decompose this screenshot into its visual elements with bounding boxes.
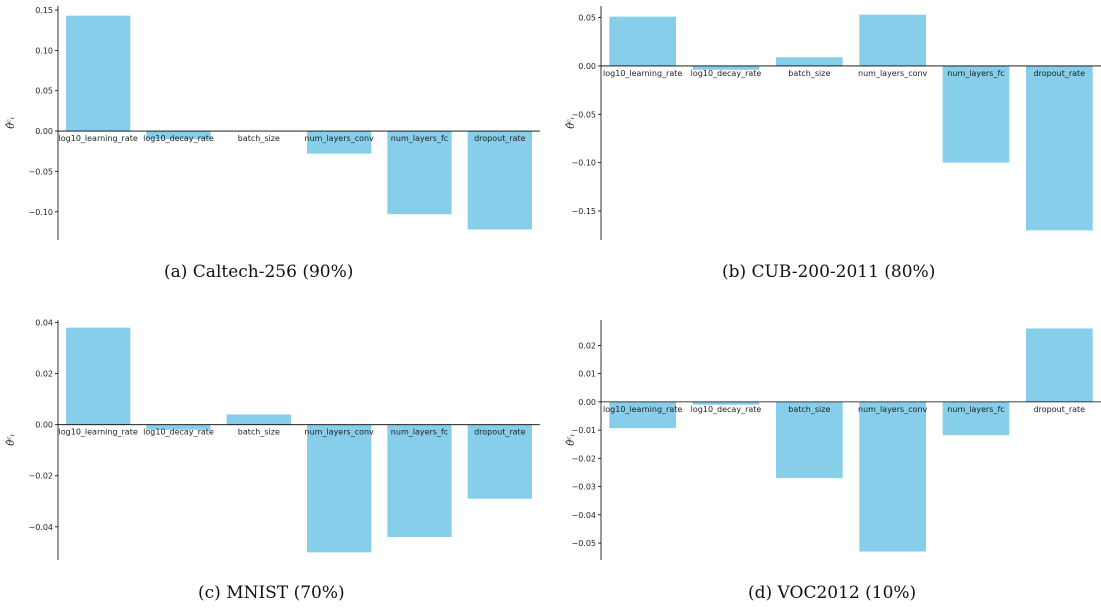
x-tick-label-dropout_rate: dropout_rate <box>1034 405 1086 414</box>
bar-log10_decay_rate <box>146 424 211 430</box>
caption-c: (c) MNIST (70%) <box>198 583 345 603</box>
y-axis-label: θ̂ᶜᵢ <box>6 117 17 129</box>
y-tick-label: −0.05 <box>571 110 596 119</box>
x-tick-label-num_layers_conv: num_layers_conv <box>305 428 375 437</box>
x-tick-label-dropout_rate: dropout_rate <box>474 134 526 143</box>
x-tick-label-num_layers_fc: num_layers_fc <box>947 69 1004 78</box>
bar-num_layers_conv <box>859 14 926 66</box>
x-tick-label-log10_learning_rate: log10_learning_rate <box>603 69 682 78</box>
y-tick-label: −0.04 <box>28 523 53 532</box>
x-tick-label-batch_size: batch_size <box>238 428 280 437</box>
x-tick-label-log10_decay_rate: log10_decay_rate <box>691 69 762 78</box>
bar-batch_size <box>776 401 843 479</box>
bar-num_layers_conv <box>859 401 926 552</box>
caption-b: (b) CUB-200-2011 (80%) <box>722 262 936 282</box>
x-tick-label-log10_learning_rate: log10_learning_rate <box>59 134 138 143</box>
y-axis-label: θ̂ᶜᵢ <box>566 117 577 129</box>
x-tick-label-num_layers_conv: num_layers_conv <box>858 405 928 414</box>
x-tick-label-log10_learning_rate: log10_learning_rate <box>603 405 682 414</box>
x-tick-label-num_layers_conv: num_layers_conv <box>858 69 928 78</box>
x-tick-label-batch_size: batch_size <box>238 134 280 143</box>
x-tick-label-log10_decay_rate: log10_decay_rate <box>143 428 214 437</box>
y-tick-label: 0.02 <box>35 370 53 379</box>
bar-log10_decay_rate <box>692 65 760 70</box>
bar-batch_size <box>226 414 291 425</box>
y-tick-label: −0.03 <box>571 483 596 492</box>
x-tick-label-dropout_rate: dropout_rate <box>474 428 526 437</box>
bar-num_layers_fc <box>387 131 452 215</box>
bar-dropout_rate <box>467 424 532 499</box>
bar-batch_size <box>776 57 843 66</box>
y-tick-label: 0.05 <box>35 87 53 96</box>
y-tick-label: 0.05 <box>578 14 596 23</box>
chart-a-svg: 0.15 0.10 0.05 0.00 −0.05 −0.10 log10_learning… <box>6 6 540 240</box>
chart-d-svg: 0.02 0.01 0.00 −0.01 −0.02 −0.03 −0.04 −0.05 log… <box>566 320 1101 560</box>
y-tick-label: −0.02 <box>28 472 53 481</box>
y-tick-label: 0.00 <box>578 62 596 71</box>
y-tick-label: 0.02 <box>578 341 596 350</box>
chart-panel-d: 0.02 0.01 0.00 −0.01 −0.02 −0.03 −0.04 −0.05 log… <box>560 310 1101 565</box>
y-tick-label: −0.05 <box>28 167 53 176</box>
y-tick-label: −0.15 <box>571 207 596 216</box>
x-tick-label-batch_size: batch_size <box>788 69 830 78</box>
x-tick-label-log10_decay_rate: log10_decay_rate <box>691 405 762 414</box>
x-tick-label-dropout_rate: dropout_rate <box>1034 69 1086 78</box>
x-tick-label-num_layers_fc: num_layers_fc <box>391 428 448 437</box>
y-tick-label: 0.15 <box>35 6 53 15</box>
y-tick-label: 0.00 <box>578 398 596 407</box>
chart-panel-a: 0.15 0.10 0.05 0.00 −0.05 −0.10 log10_learning… <box>0 0 560 250</box>
x-tick-label-num_layers_fc: num_layers_fc <box>947 405 1004 414</box>
caption-d: (d) VOC2012 (10%) <box>748 583 917 603</box>
y-tick-label: −0.10 <box>571 159 596 168</box>
x-tick-label-num_layers_conv: num_layers_conv <box>305 134 375 143</box>
bar-num_layers_conv <box>307 424 372 553</box>
bar-log10_learning_rate <box>609 16 676 66</box>
x-tick-label-log10_decay_rate: log10_decay_rate <box>143 134 214 143</box>
bar-dropout_rate <box>1026 328 1093 402</box>
chart-b-svg: 0.05 0.00 −0.05 −0.10 −0.15 log10_learning_ra… <box>566 6 1101 240</box>
bar-num_layers_fc <box>942 65 1010 163</box>
bar-dropout_rate <box>467 131 532 230</box>
bar-log10_learning_rate <box>609 401 676 429</box>
y-tick-label: 0.01 <box>578 370 596 379</box>
chart-panel-c: 0.04 0.02 0.00 −0.02 −0.04 log10_learning_rat… <box>0 310 560 565</box>
y-tick-label: 0.00 <box>35 421 53 430</box>
caption-a: (a) Caltech-256 (90%) <box>164 262 354 282</box>
chart-panel-b: 0.05 0.00 −0.05 −0.10 −0.15 log10_learning_ra… <box>560 0 1101 250</box>
x-tick-label-batch_size: batch_size <box>788 405 830 414</box>
y-axis-label: θ̂ᶜᵢ <box>6 434 17 446</box>
bar-dropout_rate <box>1026 65 1093 231</box>
y-tick-label: −0.10 <box>28 208 53 217</box>
bar-log10_decay_rate <box>692 401 760 405</box>
bar-num_layers_fc <box>942 401 1010 436</box>
y-tick-label: 0.00 <box>35 127 53 136</box>
bar-num_layers_conv <box>307 131 372 154</box>
bar-num_layers_fc <box>387 424 452 538</box>
y-tick-label: 0.10 <box>35 46 53 55</box>
bar-log10_learning_rate <box>66 327 131 425</box>
y-axis-label: θ̂ᶜᵢ <box>566 434 577 446</box>
x-tick-label-num_layers_fc: num_layers_fc <box>391 134 448 143</box>
chart-c-svg: 0.04 0.02 0.00 −0.02 −0.04 log10_learning_rat… <box>6 319 540 560</box>
y-tick-label: −0.05 <box>571 539 596 548</box>
bar-log10_learning_rate <box>66 15 131 132</box>
x-tick-label-log10_learning_rate: log10_learning_rate <box>59 428 138 437</box>
y-tick-label: −0.04 <box>571 511 596 520</box>
y-tick-label: −0.02 <box>571 454 596 463</box>
y-tick-label: −0.01 <box>571 426 596 435</box>
y-tick-label: 0.04 <box>35 319 53 328</box>
bar-log10_decay_rate <box>146 131 211 140</box>
